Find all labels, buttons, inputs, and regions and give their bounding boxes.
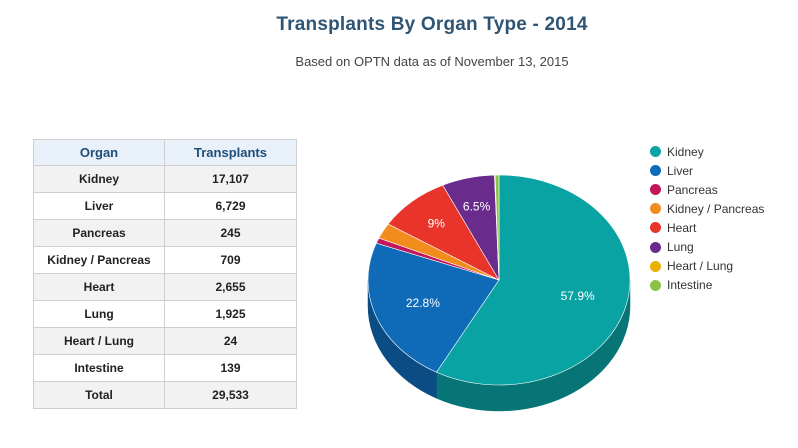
header-organ: Organ <box>33 139 165 166</box>
count-cell: 17,107 <box>164 165 297 193</box>
pie-chart: 57.9% 22.8% 9% 6.5% <box>367 174 631 412</box>
table-header-row: Organ Transplants <box>33 139 297 166</box>
pie-data-label: 57.9% <box>561 289 595 303</box>
legend-label: Pancreas <box>667 182 718 197</box>
legend-item[interactable]: Heart <box>650 218 764 237</box>
legend-swatch <box>650 203 661 215</box>
table-row: Lung 1,925 <box>33 300 297 328</box>
legend-item[interactable]: Kidney / Pancreas <box>650 199 764 218</box>
table-row: Heart 2,655 <box>33 273 297 301</box>
legend-label: Intestine <box>667 278 713 293</box>
table-row: Kidney / Pancreas 709 <box>33 246 297 274</box>
table-row: Intestine 139 <box>33 354 297 382</box>
count-cell: 709 <box>164 246 297 274</box>
legend-label: Kidney / Pancreas <box>667 201 765 216</box>
legend-swatch <box>650 184 661 196</box>
legend-item[interactable]: Liver <box>650 161 764 180</box>
legend-label: Heart / Lung <box>667 259 734 274</box>
pie-top <box>367 174 631 386</box>
legend-item[interactable]: Heart / Lung <box>650 257 764 276</box>
legend-label: Kidney <box>667 144 704 159</box>
header-transplants: Transplants <box>164 139 297 166</box>
count-cell: 6,729 <box>164 192 297 220</box>
organ-cell: Total <box>33 381 165 409</box>
count-cell: 29,533 <box>164 381 297 409</box>
table-row-total: Total 29,533 <box>33 381 297 409</box>
organ-cell: Pancreas <box>33 219 165 247</box>
chart-subtitle: Based on OPTN data as of November 13, 20… <box>295 54 569 69</box>
count-cell: 139 <box>164 354 297 382</box>
legend-swatch <box>650 146 661 158</box>
organ-cell: Lung <box>33 300 165 328</box>
table-row: Liver 6,729 <box>33 192 297 220</box>
table-row: Pancreas 245 <box>33 219 297 247</box>
organ-cell: Kidney <box>33 165 165 193</box>
pie-data-label: 6.5% <box>463 200 491 214</box>
pie-data-label: 9% <box>428 217 446 231</box>
organ-cell: Heart <box>33 273 165 301</box>
chart-title: Transplants By Organ Type - 2014 <box>276 14 588 35</box>
organ-cell: Kidney / Pancreas <box>33 246 165 274</box>
legend-swatch <box>650 165 661 177</box>
legend-swatch <box>650 222 661 234</box>
legend-swatch <box>650 241 661 253</box>
organ-cell: Liver <box>33 192 165 220</box>
legend-label: Lung <box>667 240 694 255</box>
legend-swatch <box>650 279 661 291</box>
count-cell: 1,925 <box>164 300 297 328</box>
chart-legend: Kidney Liver Pancreas Kidney / Pancreas Hear… <box>650 142 764 295</box>
pie-slice-intestine[interactable] <box>494 174 500 281</box>
count-cell: 245 <box>164 219 297 247</box>
table-row: Heart / Lung 24 <box>33 327 297 355</box>
organ-cell: Intestine <box>33 354 165 382</box>
legend-item[interactable]: Lung <box>650 237 764 256</box>
legend-item[interactable]: Kidney <box>650 142 764 161</box>
legend-swatch <box>650 260 661 272</box>
organ-cell: Heart / Lung <box>33 327 165 355</box>
transplants-table: Organ Transplants Kidney 17,107 Liver 6,72… <box>33 139 297 409</box>
count-cell: 2,655 <box>164 273 297 301</box>
pie-data-label: 22.8% <box>406 296 440 310</box>
legend-label: Liver <box>667 163 694 178</box>
legend-item[interactable]: Intestine <box>650 276 764 295</box>
pie-slice-liver[interactable] <box>367 242 500 373</box>
legend-label: Heart <box>667 220 697 235</box>
count-cell: 24 <box>164 327 297 355</box>
pie-slice-kidney[interactable] <box>435 174 631 386</box>
table-row: Kidney 17,107 <box>33 165 297 193</box>
legend-item[interactable]: Pancreas <box>650 180 764 199</box>
